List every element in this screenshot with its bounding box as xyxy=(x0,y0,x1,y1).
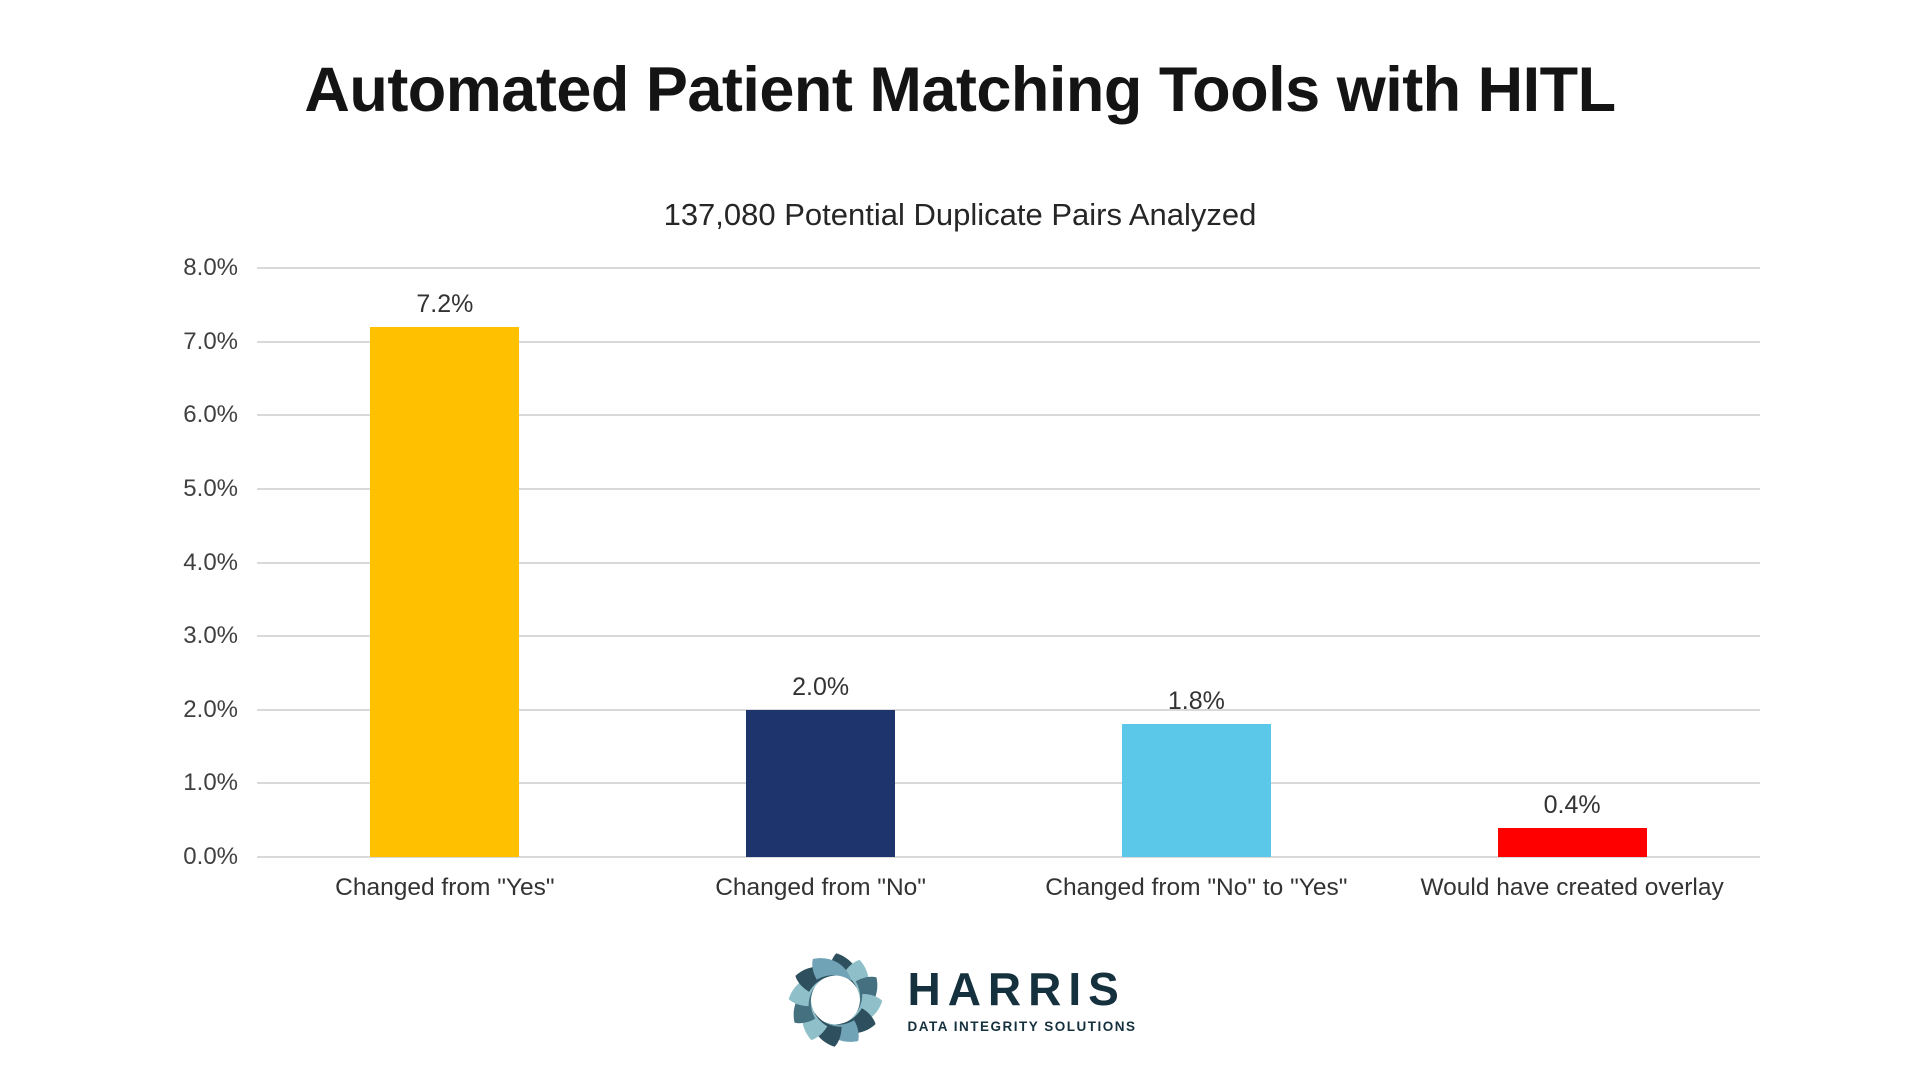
y-tick-label: 2.0% xyxy=(183,695,238,723)
logo-tagline: DATA INTEGRITY SOLUTIONS xyxy=(907,1019,1137,1034)
category-label: Changed from "Yes" xyxy=(335,874,555,901)
y-tick-label: 5.0% xyxy=(183,474,238,502)
chart-subtitle: 137,080 Potential Duplicate Pairs Analyz… xyxy=(663,197,1257,232)
gridline xyxy=(257,635,1760,638)
bar-0 xyxy=(370,326,520,857)
y-tick-label: 7.0% xyxy=(183,327,238,355)
pinwheel-swirl-icon xyxy=(788,953,883,1047)
harris-logo: HARRIS DATA INTEGRITY SOLUTIONS xyxy=(783,948,1136,1052)
category-label: Changed from "No" xyxy=(715,874,927,901)
gridline xyxy=(257,561,1760,564)
bar-2 xyxy=(1121,724,1271,857)
category-label: Would have created overlay xyxy=(1420,874,1724,901)
plot-area: 7.2% 2.0% 1.8% 0.4% xyxy=(257,267,1760,858)
y-tick-label: 0.0% xyxy=(183,843,238,870)
y-tick-label: 6.0% xyxy=(183,401,238,429)
bar-value-label: 0.4% xyxy=(1543,790,1601,819)
gridline xyxy=(257,414,1760,417)
logo-brand-name: HARRIS xyxy=(907,963,1126,1015)
y-tick-label: 1.0% xyxy=(183,769,238,797)
y-tick-label: 4.0% xyxy=(183,548,238,576)
gridline xyxy=(257,782,1760,785)
y-tick-label: 8.0% xyxy=(183,254,238,281)
gridline xyxy=(257,856,1760,858)
gridline xyxy=(257,340,1760,343)
bar-value-label: 2.0% xyxy=(792,672,850,701)
bar-value-label: 7.2% xyxy=(416,289,474,318)
category-label: Changed from "No" to "Yes" xyxy=(1045,874,1348,901)
chart-title: Automated Patient Matching Tools with HI… xyxy=(304,55,1616,125)
bar-value-label: 1.8% xyxy=(1167,687,1225,716)
gridline xyxy=(257,267,1760,269)
gridline xyxy=(257,708,1760,711)
gridline xyxy=(257,487,1760,490)
y-tick-label: 3.0% xyxy=(183,622,238,650)
logo-text-block: HARRIS DATA INTEGRITY SOLUTIONS xyxy=(907,966,1136,1034)
bar-1 xyxy=(746,709,896,857)
bar-3 xyxy=(1497,827,1647,857)
